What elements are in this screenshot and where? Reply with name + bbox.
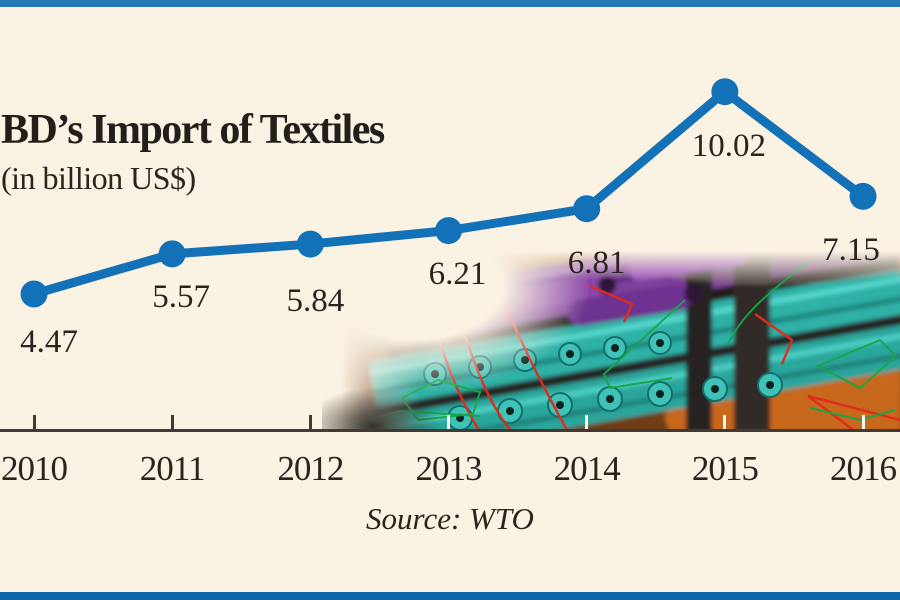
chart-subtitle: (in billion US$) bbox=[1, 160, 196, 196]
x-tick-2013 bbox=[447, 415, 450, 429]
value-label-2011: 5.57 bbox=[152, 278, 211, 315]
value-label-2010: 4.47 bbox=[20, 324, 78, 360]
x-tick-2016 bbox=[861, 415, 865, 429]
x-axis-line bbox=[0, 429, 900, 432]
x-axis-label-2012: 2012 bbox=[277, 449, 344, 488]
data-point-2016 bbox=[849, 182, 877, 210]
x-axis-label-2013: 2013 bbox=[415, 449, 483, 488]
data-point-2011 bbox=[158, 240, 186, 268]
value-label-2016: 7.15 bbox=[822, 232, 880, 269]
value-label-2015: 10.02 bbox=[691, 127, 766, 164]
data-point-2014 bbox=[573, 195, 601, 223]
bottom-accent-bar bbox=[0, 592, 900, 600]
x-axis-label-2014: 2014 bbox=[553, 449, 621, 488]
x-axis-label-2015: 2015 bbox=[691, 449, 759, 488]
value-label-2012: 5.84 bbox=[286, 283, 345, 320]
source-caption: Source: WTO bbox=[366, 501, 534, 536]
x-axis-label-2016: 2016 bbox=[830, 449, 897, 488]
x-tick-2015 bbox=[723, 415, 727, 429]
value-label-2014: 6.81 bbox=[567, 244, 626, 281]
top-accent-bar bbox=[0, 0, 900, 7]
x-axis-label-2011: 2011 bbox=[139, 449, 206, 488]
x-tick-2012 bbox=[308, 415, 312, 429]
x-tick-2010 bbox=[32, 415, 36, 429]
value-label-2013: 6.21 bbox=[428, 255, 487, 292]
chart-title: BD’s Import of Textiles bbox=[1, 107, 385, 153]
x-axis-label-2010: 2010 bbox=[1, 449, 68, 488]
x-tick-2014 bbox=[585, 415, 589, 429]
data-point-2010 bbox=[20, 280, 48, 308]
x-tick-2011 bbox=[170, 415, 174, 429]
data-point-2015 bbox=[711, 78, 739, 106]
photo-shadow-bottomleft bbox=[322, 386, 444, 432]
